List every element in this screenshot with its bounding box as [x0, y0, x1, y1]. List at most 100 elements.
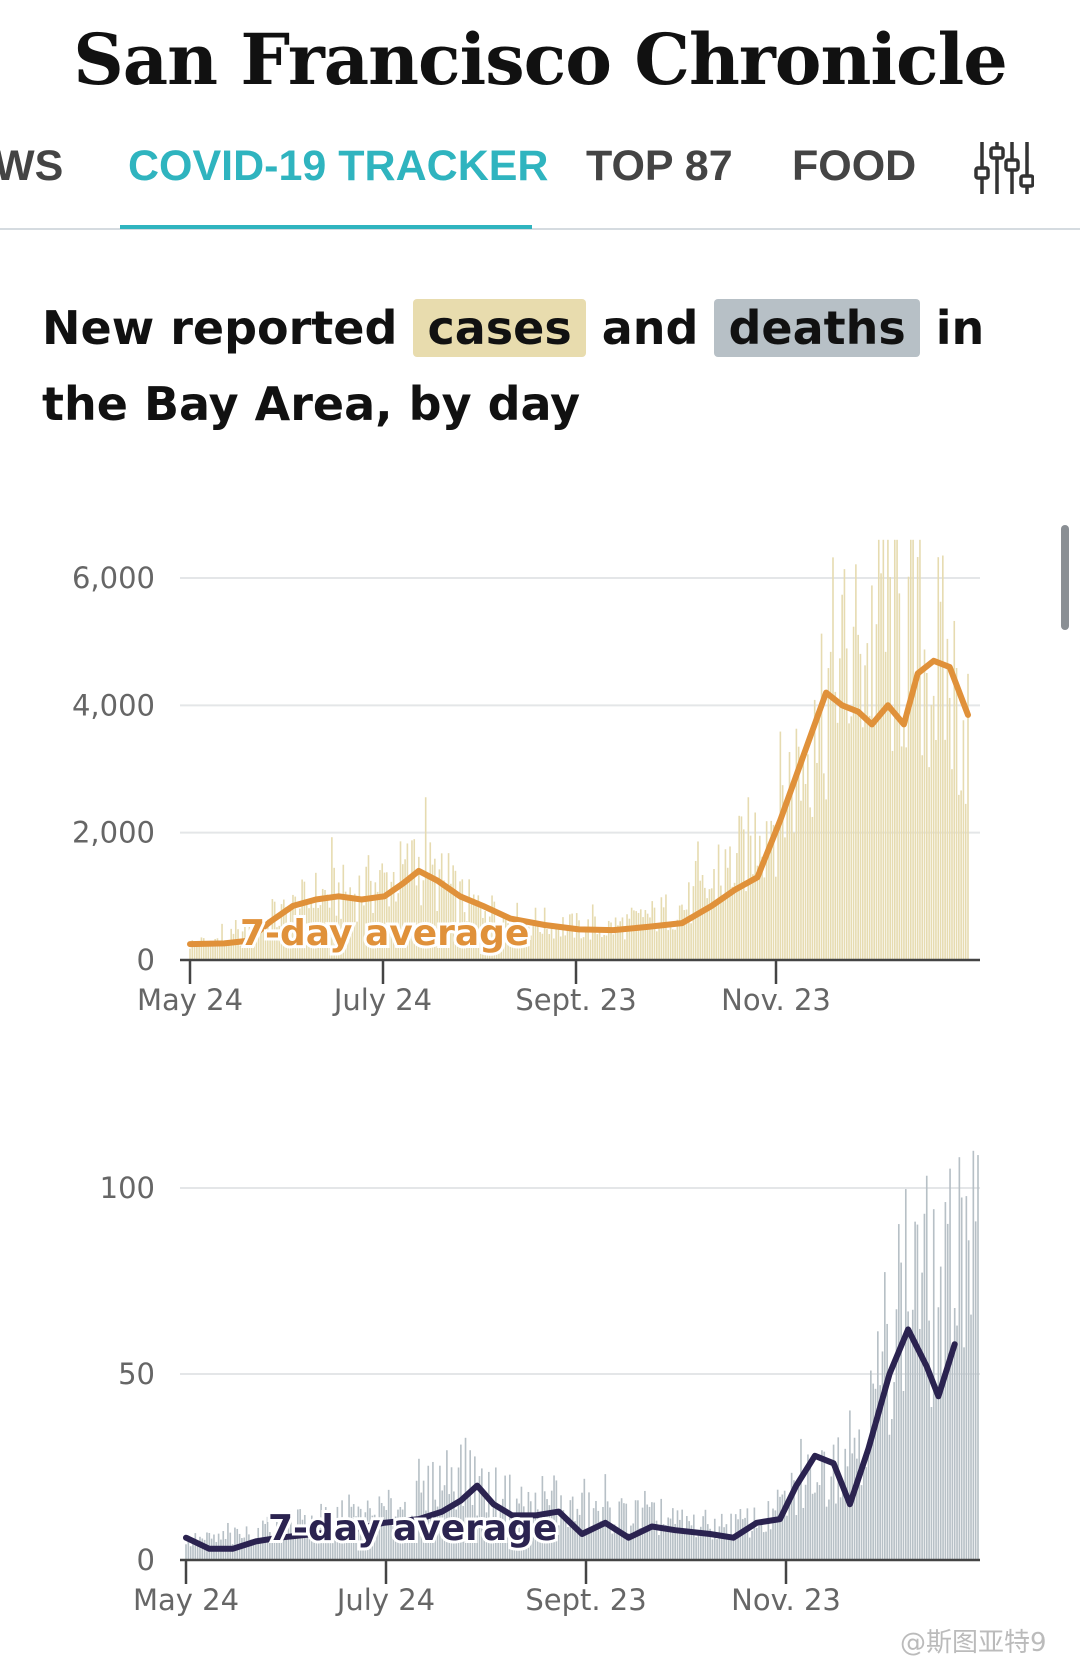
bar: [944, 739, 946, 960]
cases-chart: 0 2,000 4,000 6,000 May 24 July 24 Sept. 23 Nov…: [72, 539, 980, 1017]
bar: [874, 1388, 877, 1560]
x-tick-label: Sept. 23: [515, 983, 636, 1017]
bar: [861, 727, 864, 960]
bar: [205, 941, 207, 960]
bar: [518, 935, 521, 960]
bar: [497, 1521, 499, 1560]
bar: [504, 1475, 506, 1560]
bar: [829, 651, 832, 960]
bar: [697, 1531, 700, 1560]
bar: [711, 1539, 714, 1560]
bar: [919, 539, 921, 960]
bar: [770, 820, 773, 960]
bar: [241, 1538, 243, 1560]
bar: [436, 1506, 439, 1560]
bar: [604, 1474, 607, 1560]
bar: [644, 1490, 646, 1560]
bar: [345, 1531, 348, 1560]
nav-item-food[interactable]: FOOD: [792, 142, 917, 190]
bar: [786, 1515, 788, 1560]
bar: [935, 739, 937, 960]
bar: [491, 895, 493, 960]
bar: [904, 1189, 907, 1560]
nav-item-news[interactable]: WS: [0, 142, 64, 190]
bar: [942, 1384, 944, 1560]
sliders-icon[interactable]: [972, 138, 1034, 198]
bar: [420, 1492, 423, 1560]
nav-item-covid-tracker[interactable]: COVID-19 TRACKER: [128, 142, 549, 190]
watermark: @斯图亚特9: [900, 1628, 1047, 1658]
nav-item-top-87[interactable]: TOP 87: [586, 142, 733, 190]
bar: [898, 593, 901, 960]
bar: [902, 1390, 905, 1560]
bar: [967, 1240, 970, 1560]
bar: [683, 910, 686, 960]
bar: [765, 1531, 767, 1560]
bar: [809, 807, 811, 960]
bar: [713, 1518, 716, 1560]
y-tick-label: 4,000: [72, 688, 155, 722]
bar: [781, 785, 784, 960]
bar: [849, 1410, 851, 1560]
bar: [708, 889, 711, 960]
bar: [504, 916, 507, 960]
bar: [562, 1510, 565, 1560]
bar: [713, 869, 715, 960]
bar: [683, 1530, 686, 1560]
bar: [212, 945, 214, 960]
bar: [250, 1539, 253, 1560]
bar: [395, 901, 397, 960]
bar: [255, 1538, 257, 1560]
bar: [752, 874, 754, 960]
bar: [836, 722, 839, 960]
bar: [406, 1521, 409, 1560]
bar: [842, 1487, 844, 1560]
bar: [555, 1480, 558, 1560]
bar: [585, 1528, 588, 1560]
bar: [626, 914, 628, 960]
bar: [841, 594, 843, 960]
bar: [408, 1529, 411, 1560]
bar: [891, 750, 894, 960]
bar: [736, 853, 738, 960]
bar: [402, 864, 404, 960]
bar: [429, 1518, 432, 1560]
bar: [715, 902, 718, 960]
bar: [344, 891, 347, 960]
bar: [404, 859, 406, 960]
bar: [951, 1355, 954, 1560]
bar: [227, 1522, 229, 1560]
bar: [490, 1517, 492, 1560]
bar: [769, 1529, 772, 1560]
scrollbar[interactable]: [1061, 525, 1069, 630]
x-tick-label: July 24: [335, 1583, 435, 1617]
bar: [189, 948, 191, 960]
bar: [706, 898, 708, 960]
bar: [701, 874, 704, 960]
bar: [467, 1493, 469, 1560]
bar: [308, 1522, 311, 1560]
bar: [813, 699, 816, 960]
bar: [246, 938, 249, 960]
bar: [358, 875, 361, 960]
bar: [438, 869, 441, 960]
bar: [825, 1506, 828, 1560]
bar: [292, 1524, 294, 1560]
bar: [911, 1309, 914, 1560]
bar: [441, 1490, 444, 1560]
bar: [744, 1517, 746, 1560]
bar: [541, 1476, 544, 1560]
bar: [333, 867, 335, 960]
bar: [539, 932, 541, 960]
bar: [758, 835, 761, 960]
bar: [546, 929, 548, 960]
bar: [909, 539, 912, 960]
masthead-logo[interactable]: San Francisco Chronicle: [0, 18, 1080, 101]
bar: [562, 917, 564, 960]
bar: [522, 1506, 525, 1560]
bar: [394, 1516, 397, 1560]
chart-headline: New reported cases and deaths in the Bay…: [42, 290, 1052, 442]
bar: [569, 914, 571, 960]
bar: [539, 1530, 541, 1560]
bar: [676, 1510, 679, 1560]
